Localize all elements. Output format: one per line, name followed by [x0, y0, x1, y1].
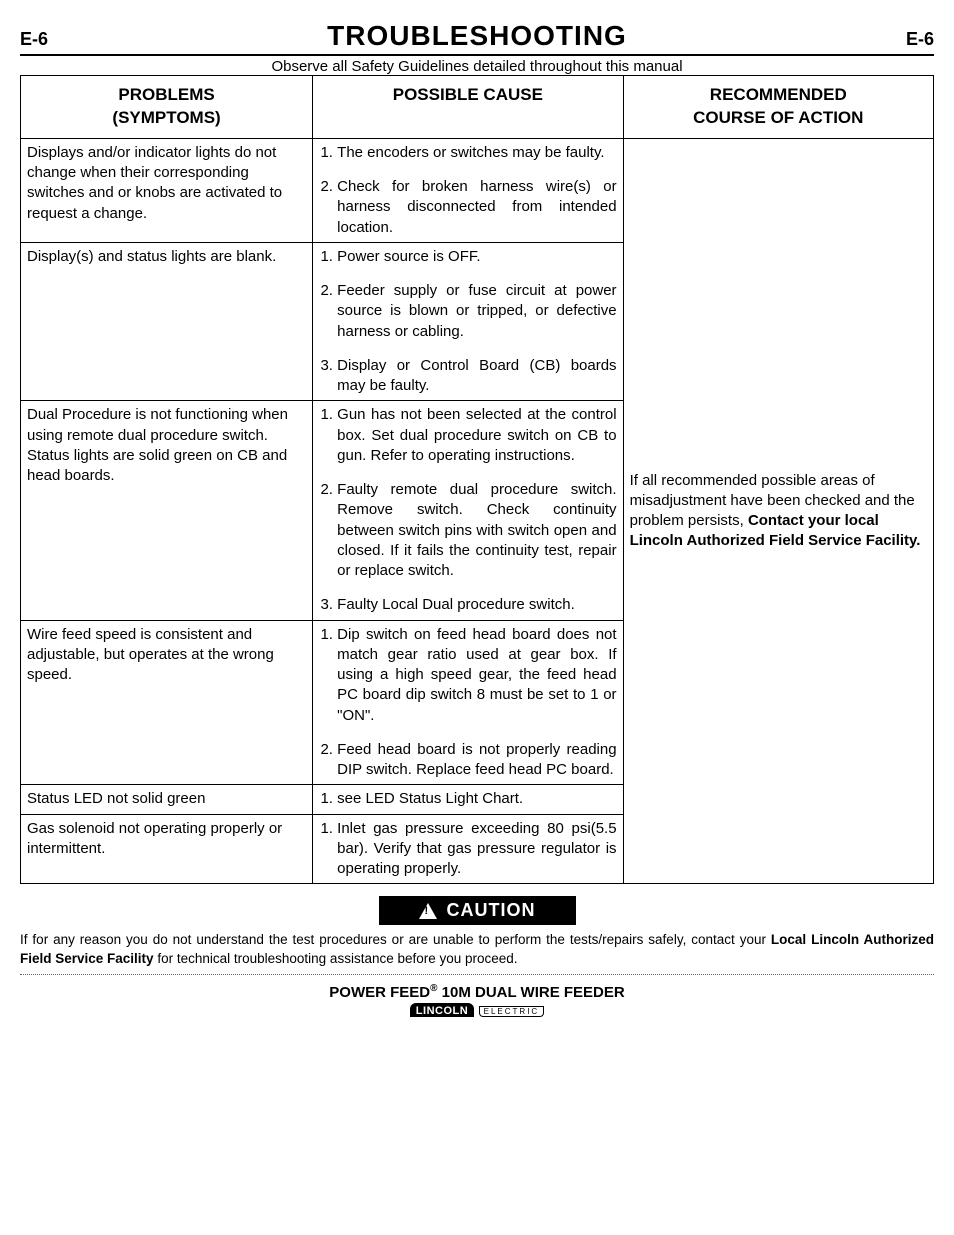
logo-sub: ELECTRIC — [479, 1006, 545, 1017]
cause-cell: Inlet gas pressure exceeding 80 psi(5.5 … — [313, 814, 623, 884]
cause-cell: Gun has not been selected at the control… — [313, 401, 623, 620]
page-title: TROUBLESHOOTING — [327, 20, 627, 52]
page-footer: POWER FEED® 10M DUAL WIRE FEEDER LINCOLN… — [20, 983, 934, 1019]
cause-item: Dip switch on feed head board does not m… — [337, 625, 616, 726]
caution-label: CAUTION — [447, 900, 536, 921]
header-action: RECOMMENDED COURSE OF ACTION — [623, 76, 933, 139]
problem-cell: Display(s) and status lights are blank. — [21, 242, 313, 401]
safety-note: Observe all Safety Guidelines detailed t… — [20, 58, 934, 75]
table-row: Displays and/or indicator lights do not … — [21, 138, 934, 242]
problem-cell: Gas solenoid not operating properly or i… — [21, 814, 313, 884]
cause-item: Feeder supply or fuse circuit at power s… — [337, 281, 616, 342]
product-name: POWER FEED® 10M DUAL WIRE FEEDER — [20, 983, 934, 1001]
brand-logo: LINCOLN ELECTRIC — [20, 1001, 934, 1019]
header-problems: PROBLEMS (SYMPTOMS) — [21, 76, 313, 139]
cause-item: Gun has not been selected at the control… — [337, 405, 616, 466]
problem-cell: Displays and/or indicator lights do not … — [21, 138, 313, 242]
cause-item: The encoders or switches may be faulty. — [337, 143, 616, 163]
page-number-right: E-6 — [906, 29, 934, 50]
troubleshooting-table: PROBLEMS (SYMPTOMS) POSSIBLE CAUSE RECOM… — [20, 75, 934, 884]
cause-item: Power source is OFF. — [337, 247, 616, 267]
product-pre: POWER FEED — [329, 984, 430, 1001]
header-action-l1: RECOMMENDED — [710, 85, 847, 104]
logo-top: LINCOLN — [410, 1003, 474, 1017]
table-header-row: PROBLEMS (SYMPTOMS) POSSIBLE CAUSE RECOM… — [21, 76, 934, 139]
problem-cell: Dual Procedure is not functioning when u… — [21, 401, 313, 620]
cause-item: Feed head board is not properly reading … — [337, 740, 616, 781]
product-post: 10M DUAL WIRE FEEDER — [437, 984, 624, 1001]
caution-text-pre: If for any reason you do not understand … — [20, 932, 771, 947]
caution-bar: CAUTION — [20, 896, 934, 925]
action-cell: If all recommended possible areas of mis… — [623, 138, 933, 884]
cause-cell: The encoders or switches may be faulty. … — [313, 138, 623, 242]
caution-text: If for any reason you do not understand … — [20, 931, 934, 974]
page-header: E-6 TROUBLESHOOTING E-6 — [20, 20, 934, 56]
cause-item: Display or Control Board (CB) boards may… — [337, 356, 616, 397]
cause-item: Check for broken harness wire(s) or harn… — [337, 177, 616, 238]
header-problems-l1: PROBLEMS — [118, 85, 214, 104]
caution-box: CAUTION — [379, 896, 576, 925]
problem-cell: Wire feed speed is consistent and adjust… — [21, 620, 313, 785]
cause-cell: Power source is OFF. Feeder supply or fu… — [313, 242, 623, 401]
cause-cell: see LED Status Light Chart. — [313, 785, 623, 814]
header-problems-l2: (SYMPTOMS) — [112, 108, 220, 127]
header-cause: POSSIBLE CAUSE — [313, 76, 623, 139]
cause-cell: Dip switch on feed head board does not m… — [313, 620, 623, 785]
cause-item: Inlet gas pressure exceeding 80 psi(5.5 … — [337, 819, 616, 880]
page-number-left: E-6 — [20, 29, 48, 50]
warning-triangle-icon — [419, 903, 437, 919]
caution-text-post: for technical troubleshooting assistance… — [154, 951, 518, 966]
problem-cell: Status LED not solid green — [21, 785, 313, 814]
cause-item: Faulty Local Dual procedure switch. — [337, 595, 616, 615]
cause-item: Faulty remote dual procedure switch. Rem… — [337, 480, 616, 581]
cause-item: see LED Status Light Chart. — [337, 789, 616, 809]
header-action-l2: COURSE OF ACTION — [693, 108, 863, 127]
